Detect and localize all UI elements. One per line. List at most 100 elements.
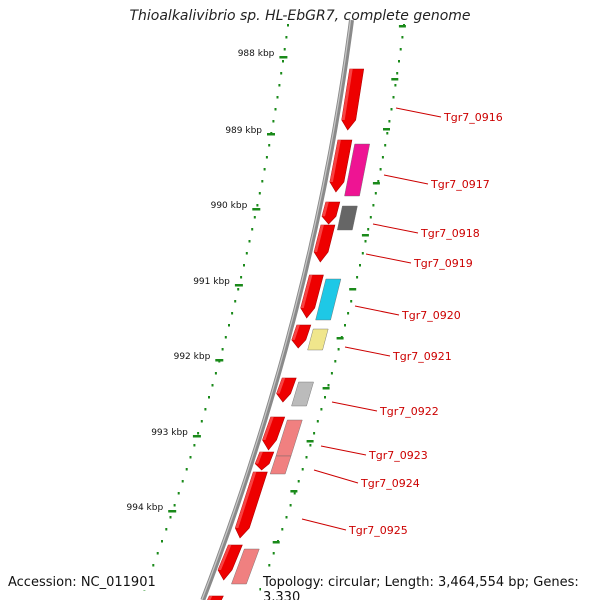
outer-ring-tick (349, 288, 357, 291)
inner-ring-dot (276, 96, 279, 99)
inner-ring-dot (221, 348, 224, 351)
outer-ring-tick (272, 541, 280, 544)
inner-ring-dot (258, 192, 261, 195)
gene-label-Tgr7_0922: Tgr7_0922 (379, 405, 439, 418)
inner-ring-dot (234, 300, 237, 303)
outer-ring-dot (289, 504, 292, 507)
outer-ring-dot (384, 144, 387, 147)
scale-tick-mark (168, 510, 177, 513)
outer-ring-dot (390, 108, 393, 111)
outer-ring-tick (383, 128, 390, 131)
outer-ring-tick (336, 337, 344, 340)
gene-label-Tgr7_0923: Tgr7_0923 (368, 449, 428, 462)
inner-ring-dot (245, 252, 248, 255)
outer-ring-dot (396, 72, 399, 75)
gene-arrow-extra-2-shine (207, 596, 213, 600)
outer-ring-dot (369, 216, 372, 219)
outer-ring-dot (293, 492, 296, 495)
inner-ring-dot (211, 384, 214, 387)
inner-ring-dot (189, 456, 192, 459)
outer-ring-dot (367, 228, 370, 231)
scale-tick-mark (252, 208, 261, 211)
accession-text: Accession: NC_011901 (8, 575, 158, 590)
outer-ring-dot (330, 372, 333, 375)
outer-ring-tick (391, 78, 399, 81)
inner-ring-dot (256, 204, 259, 207)
inner-ring-dot (204, 408, 207, 411)
outer-ring-tick (306, 440, 314, 443)
outer-ring-dot (364, 240, 367, 243)
inner-ring-dot (224, 336, 227, 339)
outer-ring-dot (398, 60, 400, 63)
gene-label-Tgr7_0924: Tgr7_0924 (360, 477, 420, 490)
feature-box (315, 278, 342, 321)
outer-ring-dot (327, 384, 330, 387)
gene-arrow-Tgr7_0922-shine (276, 378, 286, 394)
inner-ring-dot (287, 24, 289, 27)
inner-ring-dot (248, 240, 251, 243)
outer-ring-dot (337, 348, 340, 351)
inner-ring-dot (243, 264, 245, 267)
outer-ring-dot (379, 168, 382, 171)
inner-ring-dot (285, 36, 288, 39)
inner-ring-dot (208, 396, 210, 399)
gene-arrow-extra (217, 544, 243, 581)
inner-ring-dot (253, 216, 256, 219)
leader-line (301, 518, 347, 531)
inner-ring-dot (280, 72, 283, 75)
scale-tick-label: 994 kbp (127, 503, 164, 513)
scale-tick-mark (215, 359, 224, 362)
outer-ring-dot (272, 552, 275, 555)
leader-line (354, 305, 400, 316)
inner-ring-dot (282, 60, 284, 63)
outer-ring-tick (361, 234, 369, 237)
outer-ring-dot (386, 132, 389, 135)
leader-line (320, 445, 367, 456)
inner-ring-dot (197, 432, 200, 435)
inner-ring-dot (231, 312, 234, 315)
outer-ring-dot (394, 84, 397, 87)
inner-ring-dot (214, 372, 217, 375)
inner-ring-dot (185, 468, 188, 471)
backbone-highlight (201, 19, 352, 600)
outer-ring-tick (398, 25, 406, 28)
map-title: Thioalkalivibrio sp. HL-EbGR7, complete … (129, 8, 471, 24)
scale-tick-label: 990 kbp (211, 201, 248, 211)
outer-ring-tick (290, 490, 298, 493)
outer-ring-dot (377, 180, 380, 183)
inner-ring-dot (200, 420, 203, 423)
inner-ring-dot (263, 168, 266, 171)
inner-ring-dot (177, 492, 180, 495)
leader-line (365, 253, 412, 264)
inner-ring-dot (240, 276, 243, 279)
gene-arrow-Tgr7_0921-shine (291, 325, 300, 340)
gene-label-Tgr7_0919: Tgr7_0919 (413, 257, 473, 270)
gene-arrow-Tgr7_0925-shine (235, 472, 257, 528)
outer-ring-dot (309, 444, 312, 447)
leader-line (395, 107, 442, 118)
inner-ring-dot (261, 180, 264, 183)
outer-ring-dot (313, 432, 316, 435)
leader-line (383, 174, 429, 185)
gene-label-Tgr7_0920: Tgr7_0920 (401, 309, 461, 322)
inner-ring-dot (161, 540, 163, 543)
outer-ring-dot (381, 156, 384, 159)
inner-ring-dot (272, 120, 275, 123)
gene-arrow-Tgr7_0924-shine (255, 452, 263, 464)
outer-ring-dot (334, 360, 337, 363)
inner-ring-dot (265, 156, 268, 159)
gene-arrow-extra-shine (218, 545, 232, 570)
leader-line (331, 401, 378, 412)
gene-label-Tgr7_0925: Tgr7_0925 (348, 524, 408, 537)
scale-tick-mark (267, 133, 275, 136)
gene-arrow-Tgr7_0917-shine (329, 140, 341, 182)
inner-ring-dot (251, 228, 254, 231)
inner-ring-dot (165, 528, 168, 531)
leader-line (344, 346, 391, 357)
outer-ring-dot (356, 276, 359, 279)
scale-tick-label: 993 kbp (151, 428, 188, 438)
outer-ring-tick (322, 387, 330, 390)
inner-ring-dot (193, 444, 196, 447)
gene-arrow-Tgr7_0916-shine (341, 69, 353, 120)
